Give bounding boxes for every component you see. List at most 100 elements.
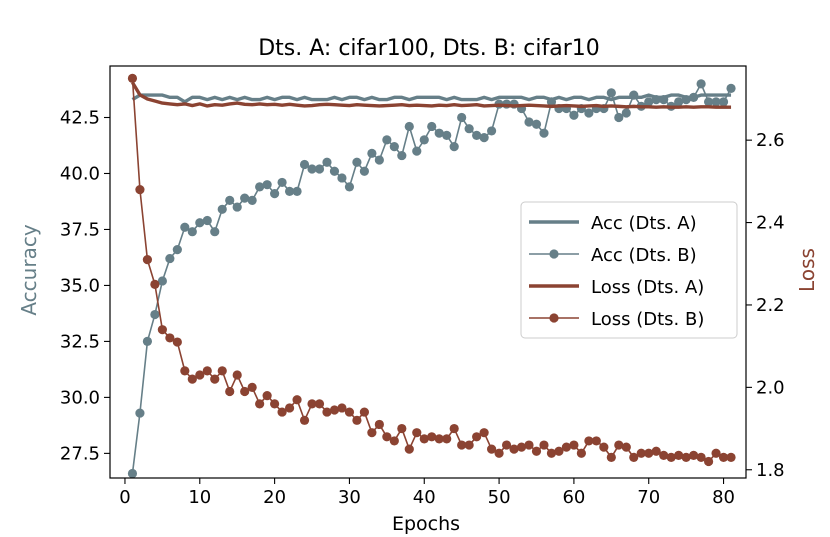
data-point-loss-dts-b <box>501 440 512 450</box>
data-point-loss-dts-b <box>397 423 407 434</box>
data-point-loss-dts-b <box>457 440 467 450</box>
data-point-loss-dts-b <box>127 73 138 83</box>
y-axis-label-right: Loss <box>795 248 819 292</box>
data-point-acc-dts-b <box>681 94 691 105</box>
data-point-acc-dts-b <box>674 97 684 107</box>
data-point-loss-dts-b <box>210 374 220 384</box>
data-point-loss-dts-b <box>554 446 564 456</box>
data-point-loss-dts-b <box>651 446 661 456</box>
data-point-loss-dts-b <box>531 446 542 456</box>
axes: 0 10 20 30 40 50 60 70 80 27.5 30.0 32.5 35.0 37.5 40.… <box>60 65 785 508</box>
data-point-acc-dts-b <box>299 159 310 170</box>
data-point-acc-dts-b <box>718 97 729 107</box>
data-point-loss-dts-b <box>419 434 429 444</box>
data-point-acc-dts-b <box>157 276 167 286</box>
data-point-loss-dts-b <box>591 436 601 446</box>
data-point-acc-dts-b <box>187 227 197 237</box>
data-point-loss-dts-b <box>509 444 519 454</box>
data-point-acc-dts-b <box>255 182 265 192</box>
data-point-loss-dts-b <box>487 444 497 454</box>
data-point-loss-dts-b <box>225 386 235 397</box>
data-point-loss-dts-b <box>696 452 706 462</box>
data-point-loss-dts-b <box>442 434 452 444</box>
data-point-acc-dts-b <box>487 126 497 136</box>
data-point-acc-dts-b <box>531 119 542 129</box>
data-point-loss-dts-b <box>195 370 205 380</box>
y-tick-label-left: 35.0 <box>60 275 100 296</box>
data-point-acc-dts-b <box>703 97 714 107</box>
data-point-loss-dts-b <box>329 405 340 415</box>
data-point-loss-dts-b <box>689 450 699 460</box>
x-tick-label: 20 <box>263 487 286 508</box>
legend-label-loss-dts-a: Loss (Dts. A) <box>591 277 704 298</box>
data-point-loss-dts-b <box>629 452 639 462</box>
data-point-loss-dts-b <box>142 255 153 265</box>
data-point-loss-dts-b <box>569 440 579 450</box>
data-point-acc-dts-b <box>344 182 355 192</box>
data-point-loss-dts-b <box>165 333 175 343</box>
data-point-loss-dts-b <box>247 382 257 392</box>
data-point-loss-dts-b <box>726 452 736 462</box>
data-point-acc-dts-b <box>584 108 594 118</box>
data-point-acc-dts-b <box>726 83 736 93</box>
data-point-acc-dts-b <box>270 189 280 199</box>
data-point-acc-dts-b <box>284 186 295 196</box>
data-point-acc-dts-b <box>427 121 437 132</box>
data-point-loss-dts-b <box>644 448 654 458</box>
data-point-acc-dts-b <box>337 173 347 183</box>
data-point-acc-dts-b <box>389 142 399 152</box>
legend-box <box>520 201 738 339</box>
data-point-acc-dts-b <box>165 253 175 264</box>
data-point-loss-dts-b <box>277 407 287 417</box>
data-point-loss-dts-b <box>636 448 646 458</box>
data-point-acc-dts-b <box>322 157 332 167</box>
plot-frame <box>109 65 747 479</box>
data-point-loss-dts-b <box>584 436 594 446</box>
data-point-acc-dts-b <box>202 215 212 226</box>
data-point-loss-dts-b <box>359 407 369 417</box>
y-tick-label-right: 2.2 <box>756 295 785 316</box>
x-tick-label: 30 <box>338 487 361 508</box>
data-point-loss-dts-b <box>711 448 721 458</box>
data-point-acc-dts-b <box>217 204 227 214</box>
data-point-loss-dts-b <box>344 407 355 417</box>
data-point-loss-dts-b <box>262 391 272 401</box>
data-point-loss-dts-b <box>299 415 310 425</box>
data-point-acc-dts-b <box>479 133 489 143</box>
data-point-loss-dts-b <box>539 440 549 450</box>
data-point-loss-dts-b <box>576 448 586 458</box>
data-point-loss-dts-b <box>240 386 250 397</box>
data-point-loss-dts-b <box>412 428 422 438</box>
data-point-loss-dts-b <box>464 440 474 450</box>
data-point-loss-dts-b <box>202 366 212 376</box>
data-point-acc-dts-b <box>606 88 616 98</box>
data-point-acc-dts-b <box>434 128 444 138</box>
data-point-loss-dts-b <box>614 440 624 450</box>
data-point-acc-dts-b <box>621 108 631 118</box>
data-point-acc-dts-b <box>472 130 482 141</box>
y-axis-label-left: Accuracy <box>17 224 41 315</box>
chart-title: Dts. A: cifar100, Dts. B: cifar10 <box>258 36 600 61</box>
data-point-acc-dts-b <box>367 148 377 158</box>
data-point-acc-dts-b <box>127 468 138 478</box>
data-point-loss-dts-b <box>599 442 609 452</box>
y-tick-label-left: 37.5 <box>60 219 100 240</box>
data-point-acc-dts-b <box>195 218 205 228</box>
data-point-loss-dts-b <box>367 428 377 438</box>
data-point-loss-dts-b <box>621 442 631 452</box>
data-point-acc-dts-b <box>314 164 325 174</box>
data-point-loss-dts-b <box>307 399 317 409</box>
data-point-loss-dts-b <box>180 366 190 376</box>
data-point-acc-dts-b <box>172 245 182 255</box>
y-tick-label-left: 32.5 <box>60 331 100 352</box>
data-point-acc-dts-b <box>180 222 190 232</box>
data-point-acc-dts-b <box>546 97 557 107</box>
data-point-acc-dts-b <box>449 142 459 152</box>
data-point-acc-dts-b <box>689 92 699 102</box>
data-point-acc-dts-b <box>614 112 624 123</box>
x-tick-label: 40 <box>413 487 436 508</box>
data-point-loss-dts-b <box>292 395 302 405</box>
data-point-loss-dts-b <box>187 374 197 384</box>
data-point-loss-dts-b <box>659 450 669 460</box>
data-point-loss-dts-b <box>703 456 714 467</box>
